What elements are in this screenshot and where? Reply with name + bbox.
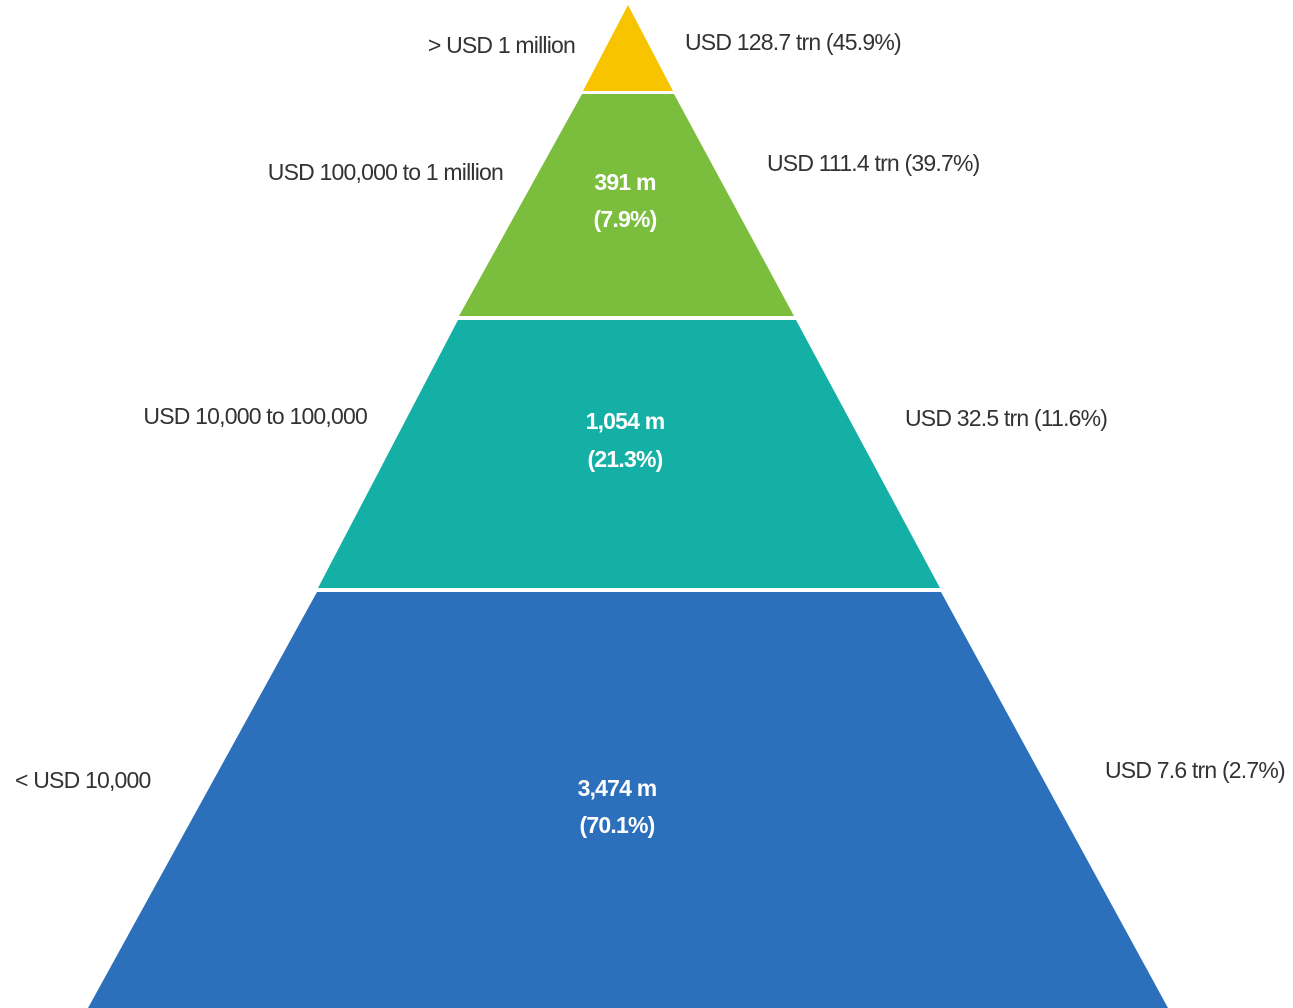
tier-population-share: (7.9%) — [594, 206, 657, 232]
tier-population-share: (21.3%) — [588, 446, 663, 472]
tier-population-share: (70.1%) — [580, 812, 655, 838]
tier-label: < USD 10,000 — [15, 767, 151, 793]
tier-population: 3,474 m — [578, 775, 657, 801]
tier-label: > USD 1 million — [428, 32, 575, 58]
tier-wealth: USD 32.5 trn (11.6%) — [905, 405, 1107, 431]
tier-wealth: USD 7.6 trn (2.7%) — [1105, 757, 1285, 783]
tier-population: 391 m — [594, 169, 656, 195]
tier-wealth: USD 128.7 trn (45.9%) — [685, 29, 901, 55]
tier-top — [583, 5, 673, 91]
tier-label: USD 10,000 to 100,000 — [143, 403, 367, 429]
tier-population: 1,054 m — [586, 408, 665, 434]
tier-3 — [318, 320, 940, 588]
tier-2 — [459, 94, 794, 316]
tier-label: USD 100,000 to 1 million — [268, 159, 503, 185]
tier-4 — [88, 592, 1168, 1008]
tier-wealth: USD 111.4 trn (39.7%) — [767, 150, 980, 176]
